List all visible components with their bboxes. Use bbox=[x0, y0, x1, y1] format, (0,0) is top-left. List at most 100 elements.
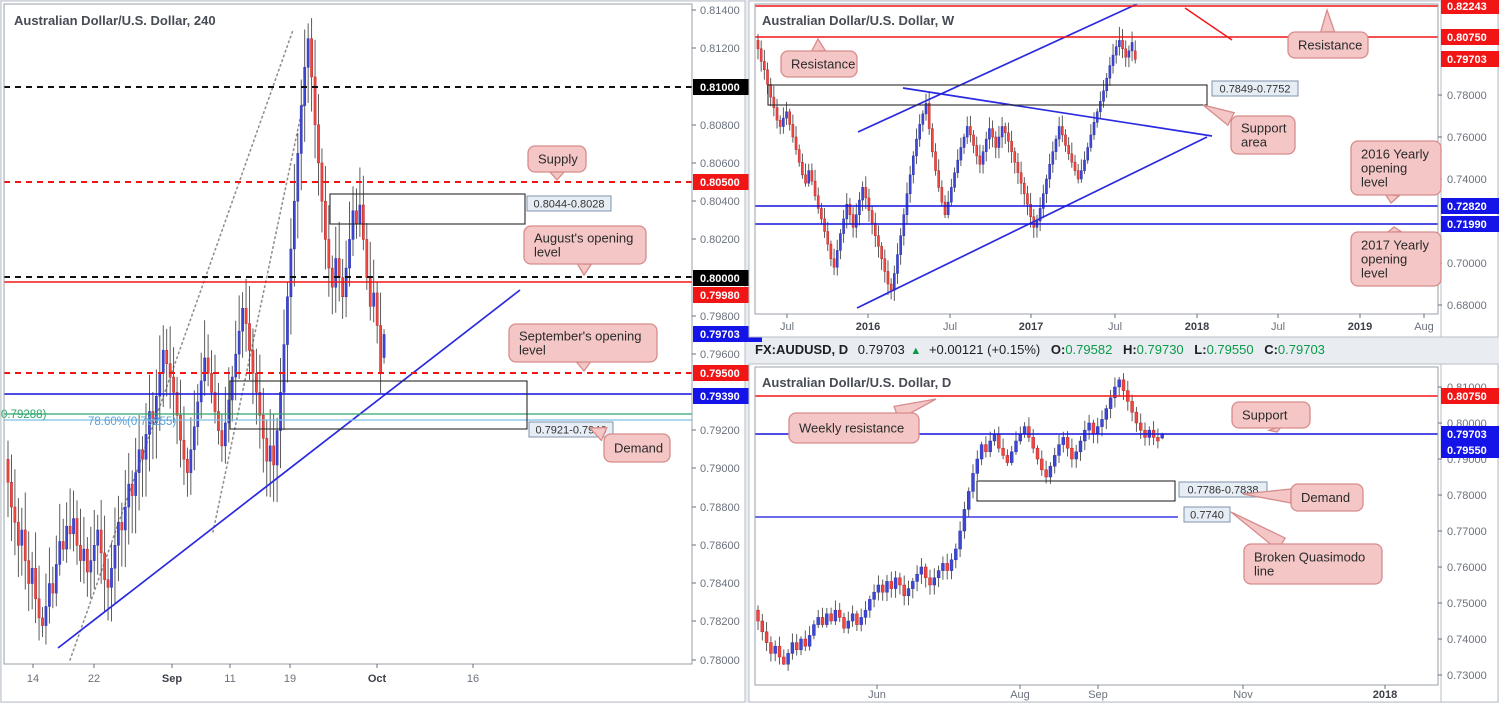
low-value: 0.79550 bbox=[1206, 342, 1254, 357]
d-candlestick-series bbox=[756, 373, 1164, 671]
price-badge-label: 0.81000 bbox=[700, 82, 740, 94]
price-badge-label: 0.80750 bbox=[1447, 391, 1487, 403]
price-axis-label: 0.80600 bbox=[700, 158, 740, 170]
chart-title-weekly: Australian Dollar/U.S. Dollar, W bbox=[762, 13, 955, 28]
callout-text: Resistance bbox=[791, 57, 855, 72]
price-axis-badge: 0.82243 bbox=[1441, 0, 1499, 14]
price-badge-label: 0.82243 bbox=[1447, 1, 1487, 13]
price-axis-label: 0.76000 bbox=[1447, 132, 1487, 144]
price-badge-label: 0.80750 bbox=[1447, 32, 1487, 44]
rectangle-drawing[interactable] bbox=[767, 84, 1208, 106]
time-axis-label: 2017 bbox=[1019, 321, 1043, 333]
callout-weekly-resistance[interactable]: Weekly resistance bbox=[788, 398, 937, 444]
callout-supply[interactable]: Supply bbox=[527, 145, 587, 181]
symbol-name: FX:AUDUSD, D bbox=[755, 342, 849, 357]
price-axis-badge: 0.79703 bbox=[1441, 51, 1499, 67]
up-arrow-icon: ▲ bbox=[910, 345, 922, 357]
time-axis-label: Aug bbox=[1010, 689, 1030, 701]
rectangle-drawing[interactable] bbox=[976, 480, 1176, 502]
price-axis-badge: 0.71990 bbox=[1441, 216, 1499, 232]
time-axis-label: Jul bbox=[780, 321, 794, 333]
time-axis-label: Aug bbox=[1414, 321, 1434, 333]
fib-level-label: 78.60%(0.79255) bbox=[88, 416, 176, 428]
price-badge-label: 0.79500 bbox=[700, 368, 740, 380]
price-badge-label: 0.79390 bbox=[700, 391, 740, 403]
price-range-label[interactable]: 0.8044-0.8028 bbox=[526, 195, 612, 212]
callout-text: August's opening bbox=[534, 231, 633, 246]
h4-trendlines-behind bbox=[69, 29, 304, 661]
trendline[interactable] bbox=[902, 87, 1213, 137]
price-range-label[interactable]: 0.7740 bbox=[1183, 506, 1231, 523]
rectangle-drawing[interactable] bbox=[229, 380, 528, 430]
high-label: H: bbox=[1122, 342, 1137, 357]
price-axis-badge: 0.80750 bbox=[1441, 29, 1499, 45]
callout-text: 2017 Yearly bbox=[1361, 238, 1429, 253]
trendline[interactable] bbox=[69, 29, 294, 661]
callout-demand[interactable]: Demand bbox=[588, 426, 671, 463]
svg-text:0.8044-0.8028: 0.8044-0.8028 bbox=[534, 199, 605, 211]
time-axis-label: 2019 bbox=[1348, 321, 1372, 333]
callout-support[interactable]: Support bbox=[1231, 401, 1311, 433]
callout-text: level bbox=[1361, 266, 1388, 281]
trendline[interactable] bbox=[857, 3, 1138, 133]
callout-bubble bbox=[523, 225, 647, 265]
price-axis-badge: 0.79703 bbox=[1441, 426, 1499, 442]
price-axis-label: 0.78400 bbox=[700, 578, 740, 590]
price-axis-label: 0.76000 bbox=[1447, 562, 1487, 574]
callout-text: level bbox=[534, 245, 561, 260]
rectangle-drawing[interactable] bbox=[329, 193, 526, 225]
time-axis-label: Sep bbox=[1088, 689, 1108, 701]
svg-text:0.7740: 0.7740 bbox=[1190, 510, 1224, 522]
price-badge-label: 0.72820 bbox=[1447, 201, 1487, 213]
callout-demand[interactable]: Demand bbox=[1242, 483, 1364, 512]
callout-bubble bbox=[1290, 483, 1364, 512]
chart-w: 0.7849-0.7752 0.78000 0.76000 0.74000 0.7000… bbox=[748, 0, 1499, 338]
callout-text: opening bbox=[1361, 252, 1407, 267]
callout-text: opening bbox=[1361, 161, 1407, 176]
price-badge-label: 0.71990 bbox=[1447, 219, 1487, 231]
price-range-label[interactable]: 0.7849-0.7752 bbox=[1211, 80, 1299, 97]
price-badge-label: 0.79703 bbox=[700, 329, 740, 341]
callout-resistance[interactable]: Resistance bbox=[780, 37, 858, 78]
callout-tail bbox=[1202, 104, 1236, 127]
close-label: C: bbox=[1264, 342, 1278, 357]
open-label: O: bbox=[1050, 342, 1066, 357]
price-axis-label: 0.73000 bbox=[1447, 670, 1487, 682]
last-price: 0.79703 bbox=[857, 342, 905, 357]
fib-level-label: 0.79288) bbox=[1, 409, 47, 421]
trendline[interactable] bbox=[1184, 7, 1233, 41]
price-badge-label: 0.79703 bbox=[1447, 429, 1487, 441]
trendline[interactable] bbox=[57, 289, 521, 649]
callout-text: Demand bbox=[1301, 490, 1350, 505]
callout-text: Resistance bbox=[1298, 38, 1362, 53]
time-axis-label: 19 bbox=[284, 673, 296, 685]
price-badge-label: 0.80000 bbox=[700, 273, 740, 285]
price-axis-badge: 0.80500 bbox=[693, 174, 762, 190]
w-candlestick-series bbox=[756, 26, 1137, 301]
price-axis-badge: 0.79550 bbox=[1441, 442, 1499, 458]
price-axis-label: 0.80800 bbox=[700, 120, 740, 132]
chart-title-h4: Australian Dollar/U.S. Dollar, 240 bbox=[14, 13, 216, 28]
price-axis-label: 0.79200 bbox=[700, 425, 740, 437]
callout-bubble bbox=[1230, 115, 1296, 155]
callout-text: level bbox=[1361, 175, 1388, 190]
callout-resistance[interactable]: Resistance bbox=[1287, 7, 1369, 59]
time-axis-label: Jun bbox=[868, 689, 886, 701]
low-label: L: bbox=[1194, 342, 1207, 357]
price-axis-label: 0.81400 bbox=[700, 5, 740, 17]
price-axis-label: 0.78000 bbox=[1447, 490, 1487, 502]
price-axis-label: 0.68000 bbox=[1447, 300, 1487, 312]
w-trendlines bbox=[856, 3, 1233, 309]
trendline[interactable] bbox=[856, 136, 1208, 309]
callout-text: Support bbox=[1242, 408, 1288, 423]
time-axis-label: Oct bbox=[368, 673, 387, 685]
callout-text: line bbox=[1254, 564, 1274, 579]
